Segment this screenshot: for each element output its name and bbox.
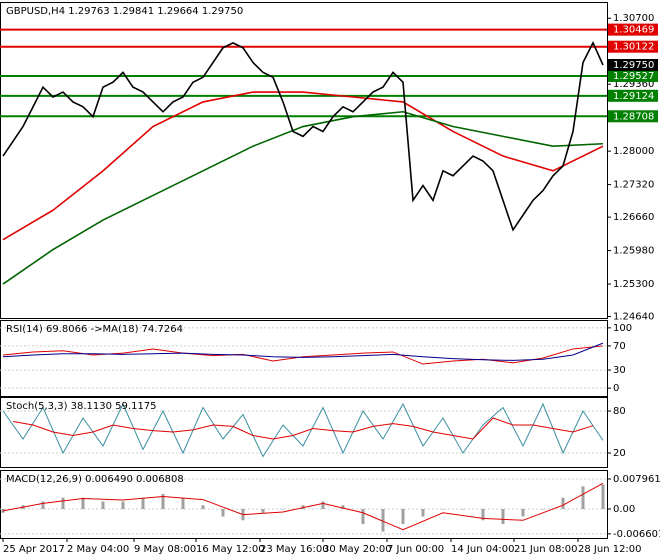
macd-bar xyxy=(421,508,425,517)
y-tick-label: 1.25300 xyxy=(613,279,654,290)
x-tick-label: 16 May 12:00 xyxy=(196,544,265,555)
panel-frame xyxy=(0,2,608,319)
x-tick-label: 21 Jun 08:00 xyxy=(514,544,578,555)
x-tick-label: 2 May 04:00 xyxy=(67,544,129,555)
y-tick-label: 1.30700 xyxy=(613,13,654,24)
level-tag xyxy=(608,89,658,102)
y-tick-label: 0 xyxy=(613,383,619,394)
level-tag xyxy=(608,110,658,123)
series-line xyxy=(2,91,604,241)
level-label: 1.30122 xyxy=(613,42,654,53)
y-tick-label: 1.27320 xyxy=(613,180,654,191)
level-label: 1.30469 xyxy=(613,25,654,36)
y-tick-label: 30 xyxy=(613,365,626,376)
macd-bar xyxy=(181,497,185,509)
series-line xyxy=(2,110,604,285)
x-tick-label: 9 May 08:00 xyxy=(134,544,196,555)
current-price-tag xyxy=(608,59,658,72)
macd-bar xyxy=(561,497,565,509)
macd-bar xyxy=(281,508,285,510)
series-line xyxy=(12,417,594,440)
macd-bar xyxy=(81,497,85,509)
level-tag xyxy=(608,40,658,53)
series-line xyxy=(2,342,604,361)
series-line xyxy=(2,482,604,531)
y-tick-label: 1.25980 xyxy=(613,246,654,257)
macd-bar xyxy=(1,508,5,513)
series-line xyxy=(2,41,604,232)
x-tick-label: 7 Jun 00:00 xyxy=(387,544,444,555)
macd-bar xyxy=(541,508,545,510)
macd-bar xyxy=(581,486,585,509)
y-tick-label: 0.00 xyxy=(613,504,635,515)
macd-bar xyxy=(121,501,125,509)
macd-bar xyxy=(321,501,325,509)
macd-bar xyxy=(201,505,205,509)
macd-bar xyxy=(101,501,105,509)
x-tick-label: 23 May 16:00 xyxy=(260,544,329,555)
level-label: 1.29124 xyxy=(613,91,654,102)
macd-bar xyxy=(41,501,45,509)
panel-frame xyxy=(0,320,608,397)
series-line xyxy=(2,345,604,365)
x-tick-label: 25 Apr 2017 xyxy=(3,544,65,555)
macd-bar xyxy=(601,484,605,509)
macd-bar xyxy=(501,508,505,525)
x-tick-label: 28 Jun 12:00 xyxy=(578,544,642,555)
x-tick-label: 14 Jun 04:00 xyxy=(451,544,515,555)
macd-bar xyxy=(301,505,305,509)
panel-frame xyxy=(0,470,608,539)
y-tick-label: -0.006601 xyxy=(613,529,660,540)
macd-bar xyxy=(161,493,165,509)
y-tick-label: 1.26660 xyxy=(613,212,654,223)
macd-bar xyxy=(61,497,65,509)
panel-frame xyxy=(0,397,608,468)
panel-title: Stoch(5,3,3) 38.1130 59.1175 xyxy=(6,401,157,412)
macd-bar xyxy=(261,508,265,513)
x-tick-label: 30 May 20:00 xyxy=(323,544,392,555)
y-tick-label: 0.007961 xyxy=(613,474,660,485)
level-tag xyxy=(608,69,658,82)
macd-bar xyxy=(361,508,365,525)
level-label: 1.28708 xyxy=(613,111,654,122)
y-tick-label: 80 xyxy=(613,406,626,417)
level-label: 1.29527 xyxy=(613,71,654,82)
y-tick-label: 1.29360 xyxy=(613,79,654,90)
panel-title: MACD(12,26,9) 0.006490 0.006808 xyxy=(6,474,184,485)
current-price-label: 1.29750 xyxy=(613,60,654,71)
panel-title: RSI(14) 69.8066 ->MA(18) 74.7264 xyxy=(6,324,183,335)
series-line xyxy=(2,402,604,458)
macd-bar xyxy=(221,508,225,517)
panel-title: GBPUSD,H4 1.29763 1.29841 1.29664 1.2975… xyxy=(6,6,243,17)
macd-bar xyxy=(401,508,405,525)
macd-bar xyxy=(461,508,465,510)
macd-bar xyxy=(381,508,385,532)
y-tick-label: 1.28000 xyxy=(613,146,654,157)
macd-bar xyxy=(481,508,485,521)
y-tick-label: 20 xyxy=(613,448,626,459)
macd-bar xyxy=(341,505,345,509)
macd-bar xyxy=(141,497,145,509)
y-tick-label: 1.24640 xyxy=(613,312,654,323)
y-tick-label: 100 xyxy=(613,323,632,334)
y-tick-label: 70 xyxy=(613,341,626,352)
macd-bar xyxy=(441,508,445,510)
level-tag xyxy=(608,23,658,36)
macd-bar xyxy=(521,508,525,517)
